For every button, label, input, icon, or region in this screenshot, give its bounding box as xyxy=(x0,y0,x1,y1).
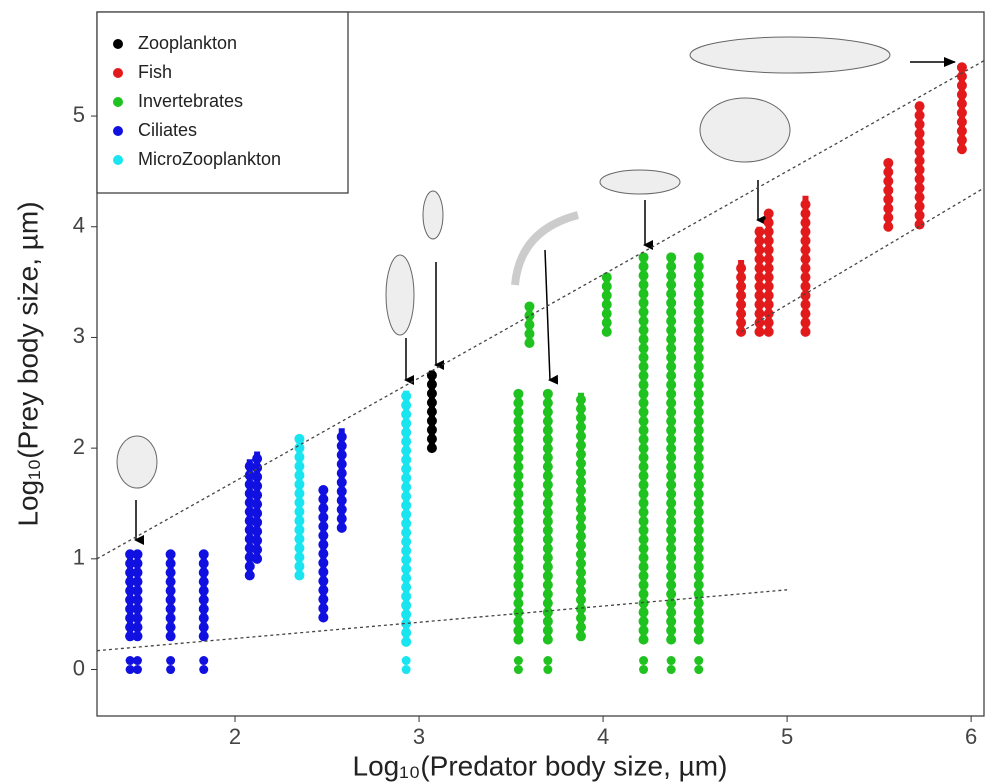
trend-line xyxy=(96,589,788,652)
illustrations xyxy=(116,36,891,489)
point xyxy=(166,665,176,675)
point xyxy=(125,665,135,675)
point xyxy=(639,665,649,675)
trend-line xyxy=(740,187,985,333)
point xyxy=(199,665,209,675)
y-tick-label: 5 xyxy=(73,102,85,127)
y-tick-label: 3 xyxy=(73,323,85,348)
point xyxy=(166,656,176,666)
plot-marks xyxy=(125,61,967,675)
point xyxy=(125,656,135,666)
legend-marker xyxy=(113,97,123,107)
y-tick-label: 1 xyxy=(73,545,85,570)
x-tick-label: 5 xyxy=(781,724,793,749)
x-axis-label: Log₁₀(Predator body size, µm) xyxy=(353,750,728,781)
x-tick-label: 2 xyxy=(229,724,241,749)
point xyxy=(694,656,704,666)
y-tick-label: 4 xyxy=(73,213,85,238)
y-tick-label: 0 xyxy=(73,655,85,680)
illustration-arrows xyxy=(134,57,956,545)
legend-label: Zooplankton xyxy=(138,33,237,53)
legend-label: MicroZooplankton xyxy=(138,149,281,169)
point xyxy=(513,665,523,675)
point xyxy=(639,656,649,666)
point xyxy=(666,665,676,675)
point xyxy=(132,665,142,675)
legend-label: Invertebrates xyxy=(138,91,243,111)
legend-marker xyxy=(113,126,123,136)
point xyxy=(132,656,142,666)
legend-label: Fish xyxy=(138,62,172,82)
trend-line xyxy=(96,60,985,560)
plot-frame xyxy=(96,11,985,717)
point xyxy=(513,656,523,666)
point xyxy=(401,656,411,666)
legend-marker xyxy=(113,68,123,78)
legend-box xyxy=(96,11,349,194)
y-tick-label: 2 xyxy=(73,434,85,459)
point xyxy=(694,665,704,675)
point xyxy=(666,656,676,666)
point xyxy=(199,656,209,666)
x-tick-label: 6 xyxy=(965,724,977,749)
x-tick-label: 4 xyxy=(597,724,609,749)
point xyxy=(543,656,553,666)
y-axis-label: Log₁₀(Prey body size, µm) xyxy=(12,201,43,526)
x-tick-label: 3 xyxy=(413,724,425,749)
point xyxy=(543,665,553,675)
legend-label: Ciliates xyxy=(138,120,197,140)
legend-marker xyxy=(113,155,123,165)
point xyxy=(401,665,411,675)
legend-marker xyxy=(113,39,123,49)
